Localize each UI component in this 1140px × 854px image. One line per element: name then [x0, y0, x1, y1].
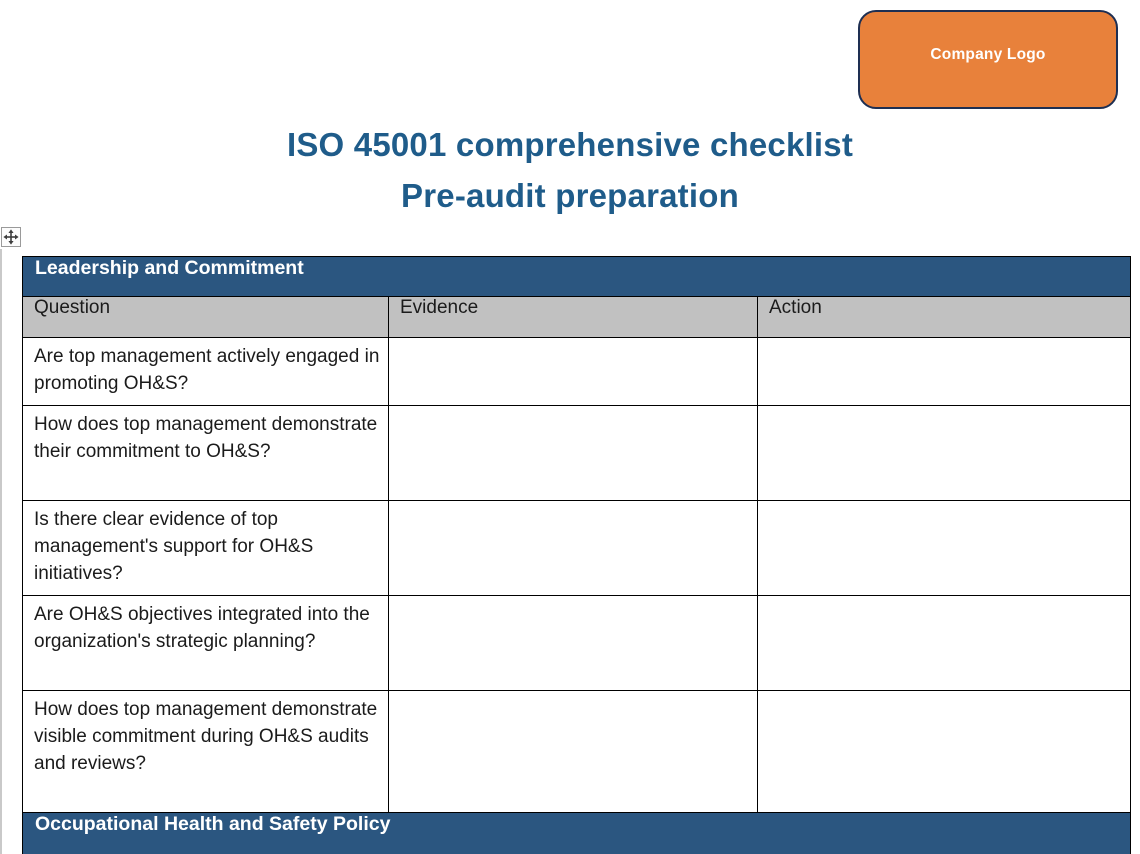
- evidence-cell[interactable]: [388, 500, 758, 596]
- table-move-handle[interactable]: [1, 227, 21, 247]
- document-title: ISO 45001 comprehensive checklist Pre-au…: [0, 119, 1140, 221]
- question-cell: Is there clear evidence of top managemen…: [22, 500, 389, 596]
- table-row: Are OH&S objectives integrated into the …: [22, 595, 1131, 691]
- page-edge-line: [0, 249, 2, 854]
- column-header-row: Question Evidence Action: [22, 296, 1131, 338]
- action-cell[interactable]: [757, 337, 1131, 406]
- evidence-cell[interactable]: [388, 595, 758, 691]
- evidence-cell[interactable]: [388, 405, 758, 501]
- table-row: How does top management demonstrate thei…: [22, 405, 1131, 501]
- question-cell: Are top management actively engaged in p…: [22, 337, 389, 406]
- company-logo-shape[interactable]: Company Logo: [858, 10, 1118, 109]
- checklist-table: Leadership and Commitment Question Evide…: [22, 256, 1131, 854]
- table-row: Are top management actively engaged in p…: [22, 337, 1131, 406]
- action-cell[interactable]: [757, 405, 1131, 501]
- evidence-cell[interactable]: [388, 690, 758, 813]
- company-logo-label: Company Logo: [930, 45, 1046, 63]
- question-cell: How does top management demonstrate visi…: [22, 690, 389, 813]
- move-arrows-icon: [3, 229, 19, 245]
- question-cell: Are OH&S objectives integrated into the …: [22, 595, 389, 691]
- column-header-question: Question: [22, 296, 389, 338]
- column-header-evidence: Evidence: [388, 296, 758, 338]
- action-cell[interactable]: [757, 690, 1131, 813]
- action-cell[interactable]: [757, 595, 1131, 691]
- action-cell[interactable]: [757, 500, 1131, 596]
- table-row: How does top management demonstrate visi…: [22, 690, 1131, 813]
- question-cell: How does top management demonstrate thei…: [22, 405, 389, 501]
- title-line-1: ISO 45001 comprehensive checklist: [286, 126, 854, 163]
- section-header-row: Leadership and Commitment: [22, 256, 1131, 297]
- section-header-row: Occupational Health and Safety Policy: [22, 812, 1131, 854]
- table-row: Is there clear evidence of top managemen…: [22, 500, 1131, 596]
- column-header-action: Action: [757, 296, 1131, 338]
- evidence-cell[interactable]: [388, 337, 758, 406]
- title-line-2: Pre-audit preparation: [401, 177, 739, 214]
- section-header-ohs-policy: Occupational Health and Safety Policy: [22, 812, 1131, 854]
- section-header-leadership: Leadership and Commitment: [22, 256, 1131, 297]
